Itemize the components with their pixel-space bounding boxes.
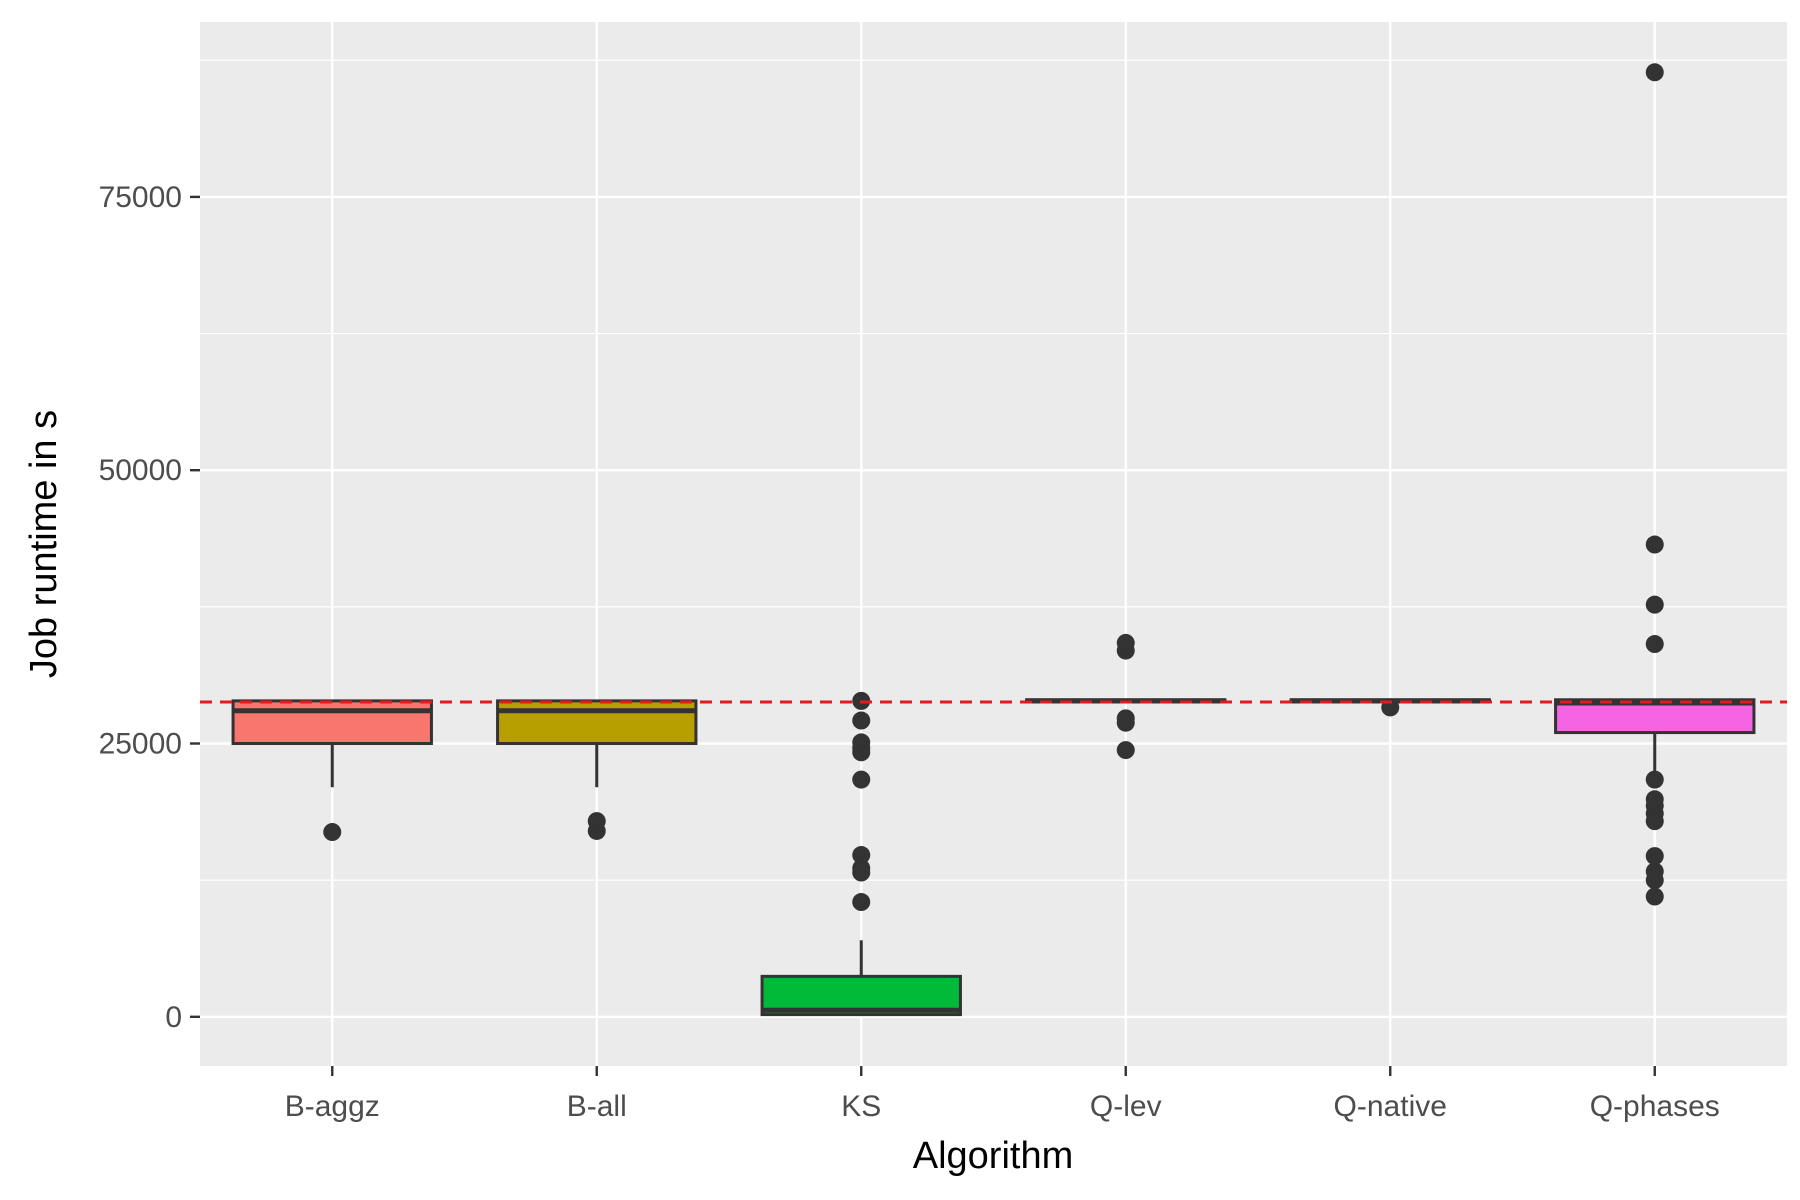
y-axis-title: Job runtime in s (23, 410, 65, 678)
outlier-point (1116, 709, 1135, 728)
x-tick-label: Q-lev (1090, 1090, 1162, 1123)
outlier-point (1116, 741, 1135, 760)
outlier-point (852, 770, 871, 789)
outlier-point (1645, 770, 1664, 789)
outlier-point (1645, 862, 1664, 881)
x-tick-label: Q-native (1334, 1090, 1447, 1123)
outlier-point (1645, 887, 1664, 906)
outlier-point (852, 846, 871, 865)
box-q-phases (1554, 63, 1756, 906)
x-axis-title: Algorithm (913, 1135, 1074, 1177)
outlier-point (1645, 63, 1664, 82)
x-tick-label: Q-phases (1590, 1090, 1720, 1123)
outlier-point (323, 823, 342, 842)
y-tick-label: 0 (165, 1001, 182, 1034)
outlier-point (1645, 790, 1664, 809)
box-ks (760, 691, 962, 1017)
box-b-aggz (231, 699, 433, 842)
outlier-point (852, 893, 871, 912)
x-tick-label: B-all (567, 1090, 627, 1123)
outlier-point (852, 711, 871, 730)
box-iqr (496, 699, 698, 746)
panel-background (200, 22, 1787, 1066)
box-layer (231, 63, 1756, 1017)
outlier-point (852, 733, 871, 752)
outlier-point (1116, 633, 1135, 652)
outlier-point (1645, 847, 1664, 866)
outlier-point (1645, 595, 1664, 614)
outlier-point (1645, 635, 1664, 654)
axis-layer: 0 25000 50000 75000 B-aggz B-all KS Q-lev Q-nati… (99, 181, 1720, 1123)
x-tick-label: B-aggz (285, 1090, 380, 1123)
y-tick-label: 50000 (99, 454, 182, 487)
outlier-point (587, 812, 606, 831)
box-b-all (496, 699, 698, 840)
x-tick-label: KS (841, 1090, 881, 1123)
outlier-point (1645, 535, 1664, 554)
y-tick-label: 25000 (99, 728, 182, 761)
box-iqr (231, 699, 433, 746)
y-tick-label: 75000 (99, 181, 182, 214)
outlier-point (852, 859, 871, 878)
